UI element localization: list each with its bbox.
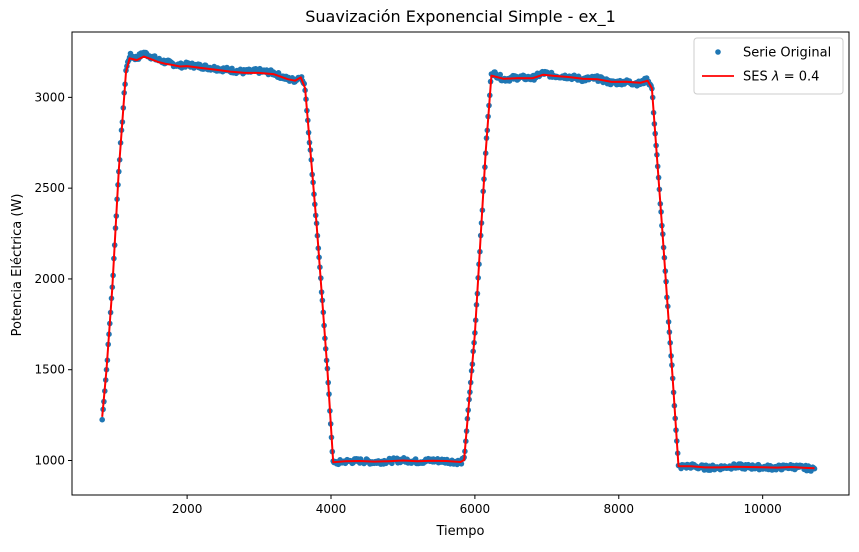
legend-label-ses-prefix: SES [743,70,772,85]
x-axis-ticks: 2000 4000 6000 8000 10000 [172,495,782,516]
legend-label-ses: SES λ = 0.4 [743,70,819,85]
legend-label-original: Serie Original [743,46,831,61]
series-original [99,49,818,474]
plot-frame [71,31,850,496]
plot-area [99,49,818,474]
legend: Serie Original SES λ = 0.4 [693,37,844,95]
y-axis-ticks: 1000 1500 2000 2500 3000 [34,90,72,468]
y-tick-label: 3000 [34,90,65,104]
y-axis-label: Potencia Eléctrica (W) [10,194,25,337]
series-ses-line [101,55,815,470]
y-tick-label: 1500 [34,363,65,377]
y-tick-label: 2500 [34,181,65,195]
x-tick-label: 8000 [604,502,635,516]
legend-label-ses-suffix: = 0.4 [780,70,820,85]
legend-label-ses-symbol: λ [771,70,780,85]
x-tick-label: 2000 [172,502,203,516]
y-tick-label: 1000 [34,454,65,468]
chart-title: Suavización Exponencial Simple - ex_1 [305,7,616,27]
data-point [497,71,504,78]
x-tick-label: 6000 [460,502,491,516]
x-axis-label: Tiempo [435,524,484,539]
legend-marker-original [715,49,721,55]
y-tick-label: 2000 [34,272,65,286]
x-tick-label: 4000 [316,502,347,516]
data-point [99,416,105,423]
legend-box [693,37,844,95]
x-tick-label: 10000 [744,502,782,516]
